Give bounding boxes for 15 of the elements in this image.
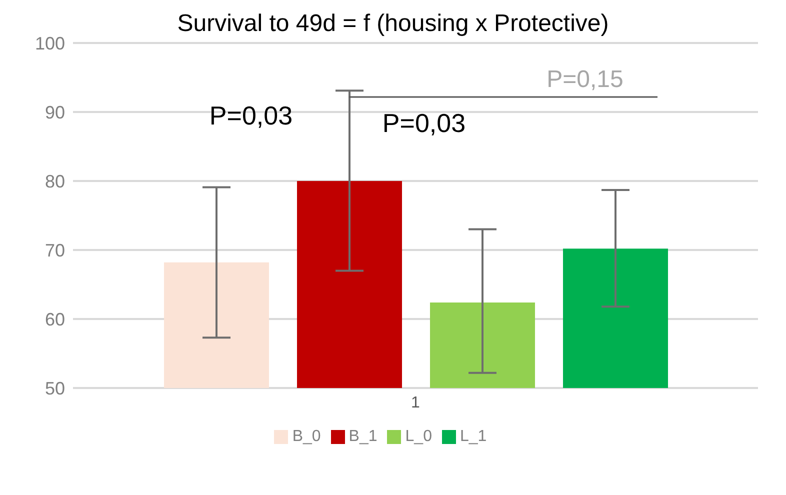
y-tick-label: 70 [44, 240, 65, 260]
y-tick-label: 100 [34, 33, 65, 54]
y-tick-label: 80 [44, 171, 65, 192]
x-tick-label: 1 [411, 394, 420, 412]
legend-label: L_1 [460, 428, 487, 445]
y-tick-label: 60 [44, 309, 65, 330]
annotation: P=0,15 [546, 66, 624, 93]
legend-label: B_1 [348, 428, 378, 445]
annotation: P=0,03 [209, 100, 293, 131]
chart-title: Survival to 49d = f (housing x Protective) [177, 10, 609, 37]
y-tick-label: 50 [44, 378, 65, 398]
legend-label: L_0 [405, 428, 432, 445]
legend-label: B_0 [292, 428, 321, 445]
annotation: P=0,03 [382, 108, 466, 138]
y-tick-label: 90 [44, 102, 65, 122]
